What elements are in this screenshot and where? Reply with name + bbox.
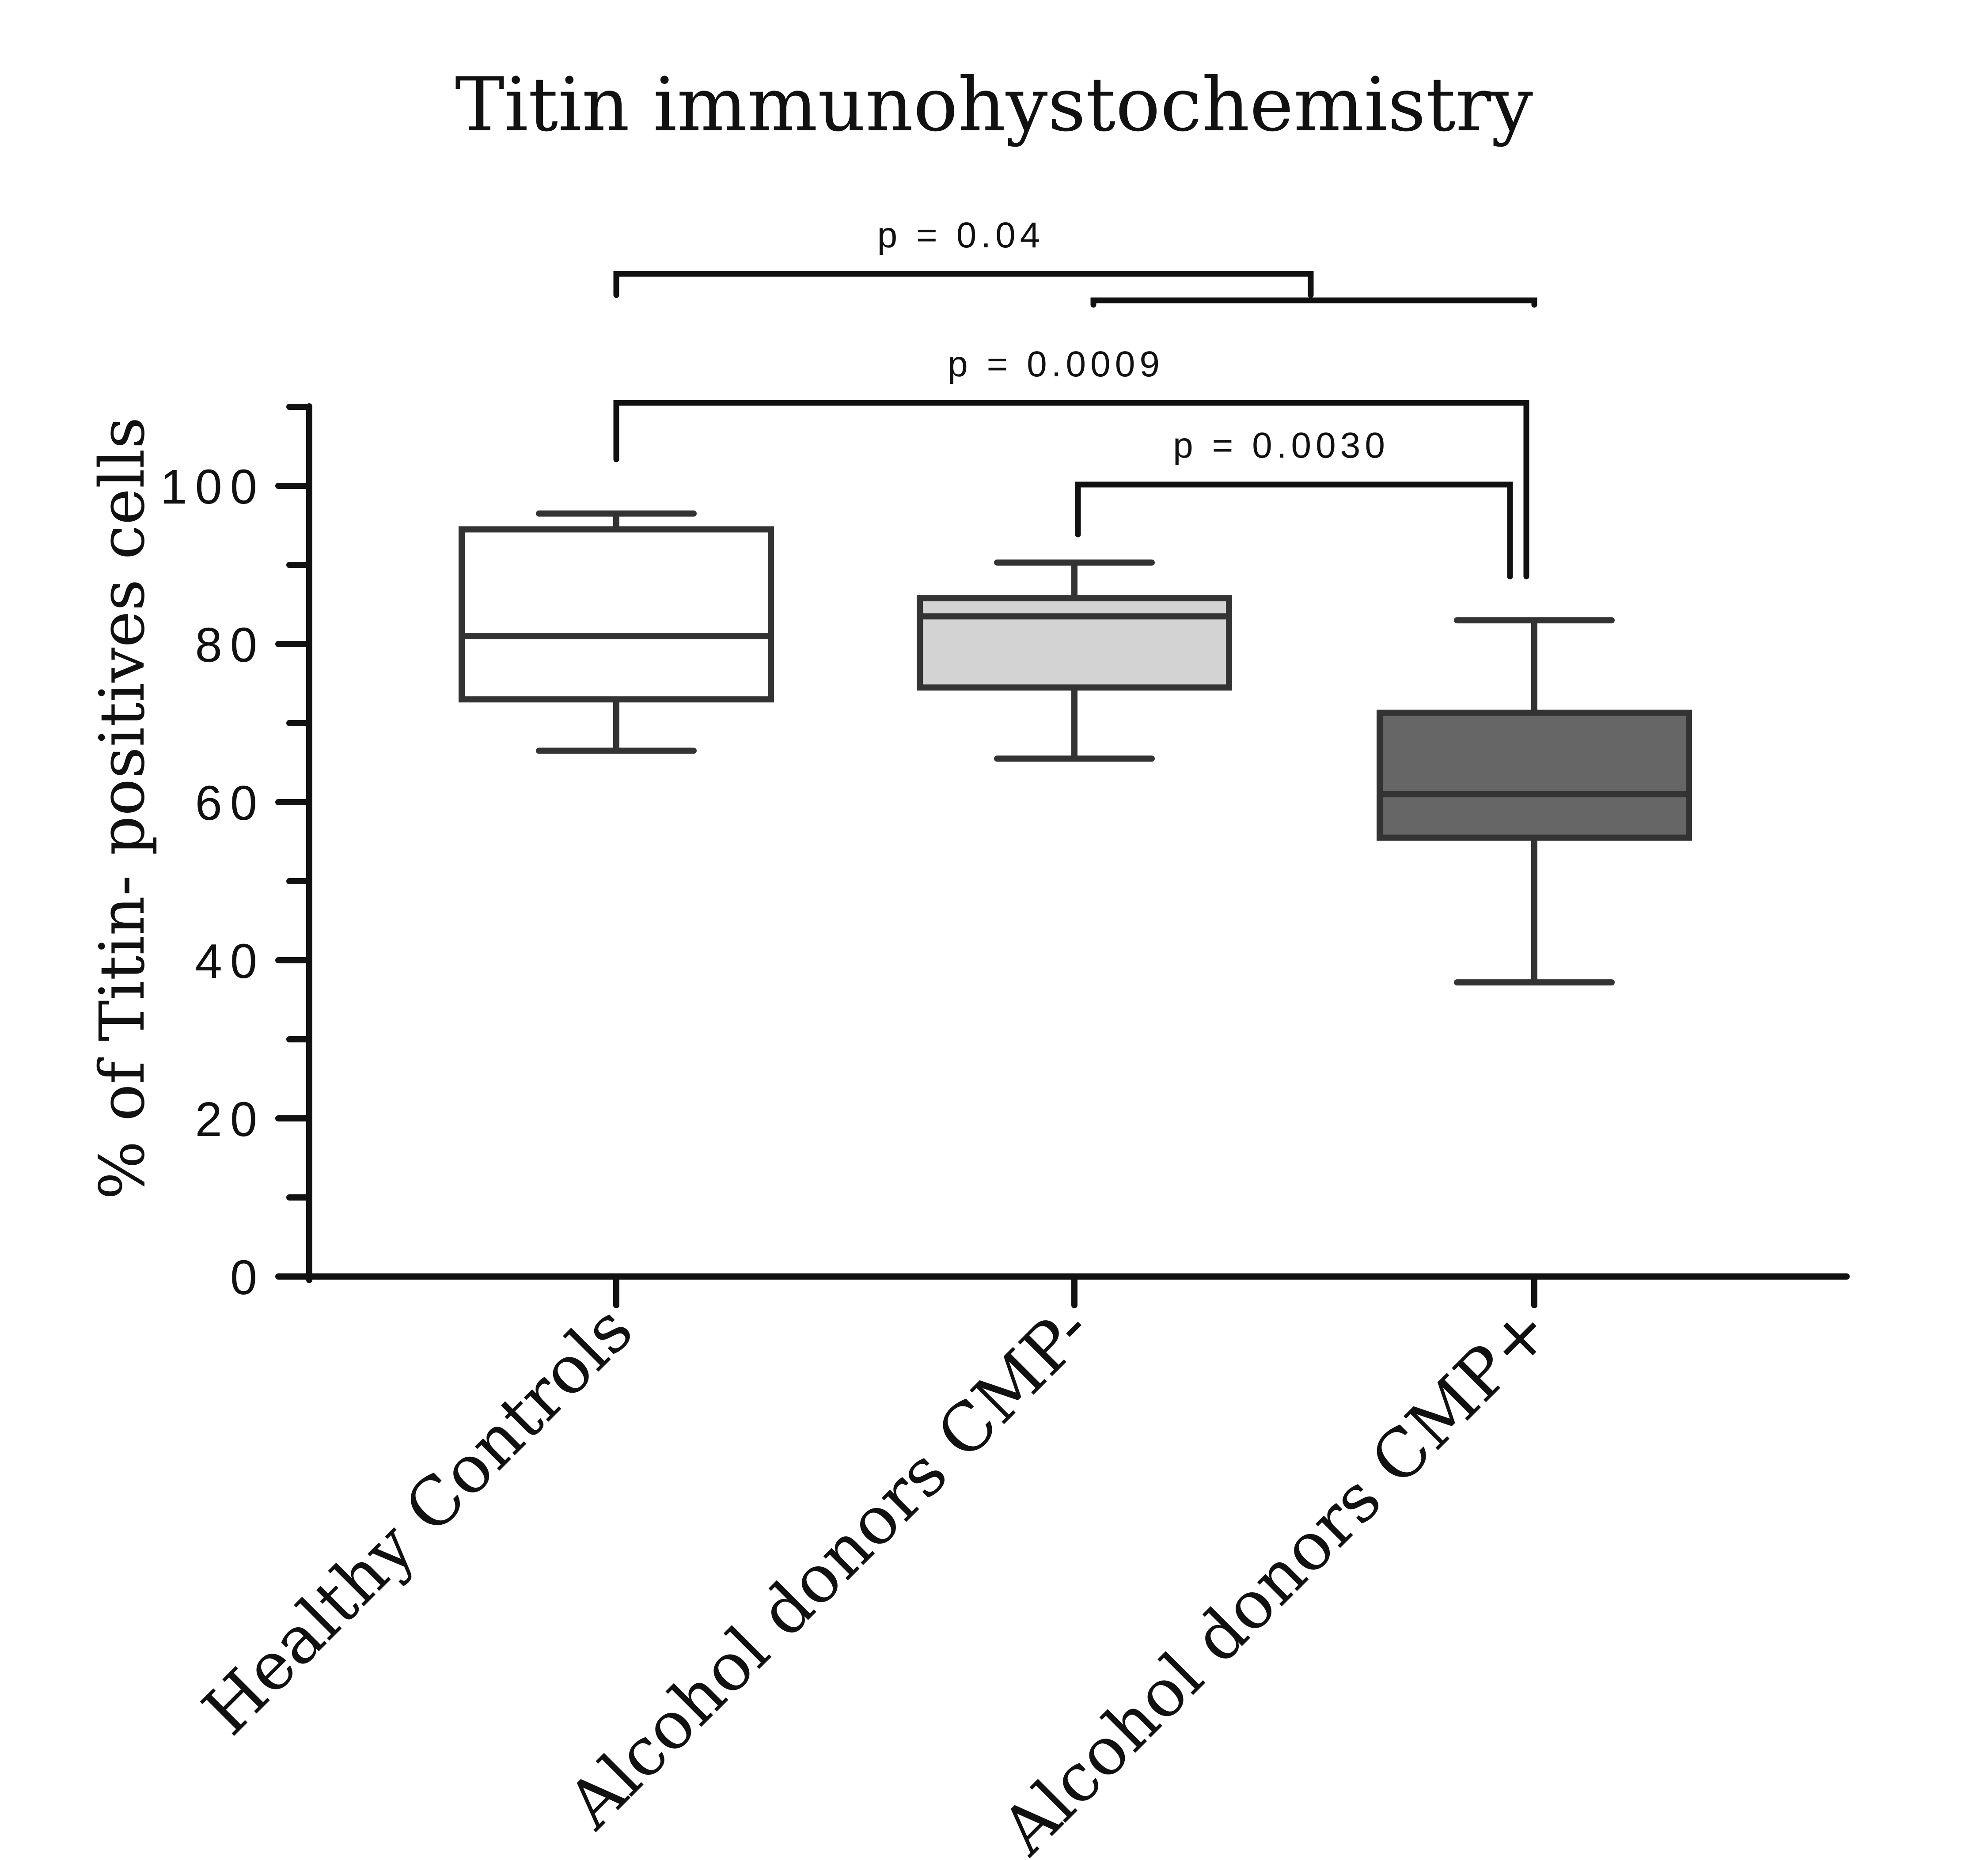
- bracket-p004-right: [1090, 297, 1537, 308]
- x-category-label: Alcohol donors CMP-: [553, 1291, 1105, 1843]
- box-group: [459, 510, 774, 754]
- y-tick-label: 20: [195, 1092, 265, 1147]
- bracket-label-p00030: p = 0.0030: [1173, 425, 1389, 466]
- y-tick-label: 60: [195, 776, 265, 830]
- bracket-label-p004: p = 0.04: [877, 215, 1045, 255]
- box-group: [1377, 617, 1692, 986]
- y-tick-label: 100: [160, 460, 265, 514]
- y-tick-label: 40: [195, 934, 265, 989]
- box-iqr: [459, 526, 774, 703]
- box-group: [917, 559, 1232, 762]
- axes: 0 20 40 60 80 100: [160, 403, 1850, 1308]
- y-tick-label: 80: [195, 618, 265, 672]
- chart-title: Titin immunohystochemistry: [455, 61, 1533, 148]
- box-plots: [459, 510, 1692, 986]
- significance-brackets: p = 0.04 p = 0.0009 p = 0.0030: [613, 215, 1537, 580]
- bracket-label-p00009: p = 0.0009: [948, 344, 1164, 384]
- y-axis-label: % of Titin- positives cells: [87, 417, 159, 1200]
- bracket-p004-left: [613, 271, 1314, 298]
- bracket-p00009: [613, 400, 1529, 580]
- bracket-p00030: [1075, 481, 1513, 580]
- box-iqr: [1377, 709, 1692, 841]
- x-category-label: Healthy Controls: [189, 1291, 648, 1750]
- y-tick-label: 0: [230, 1250, 265, 1305]
- box-iqr: [917, 595, 1232, 691]
